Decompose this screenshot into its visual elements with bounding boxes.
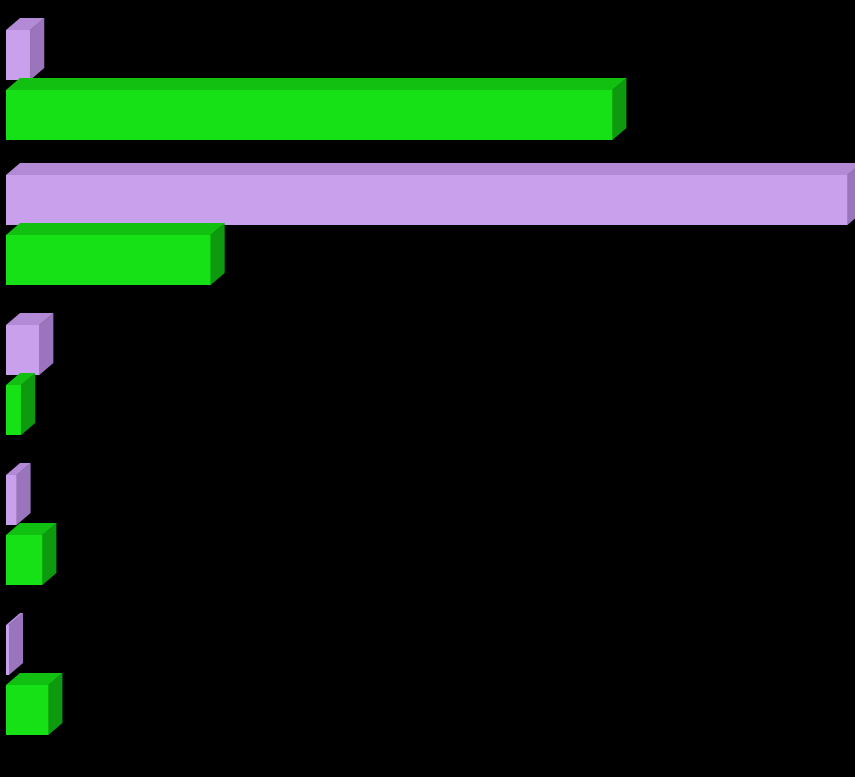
bar-group-1-series-1 [6,223,225,285]
horizontal-3d-bar-chart [0,0,855,777]
bar-group-3-series-1 [6,523,56,585]
bar-group-1-series-0 [6,163,855,225]
bar-group-4-series-1 [6,673,62,735]
bar-group-2-series-0 [6,313,53,375]
bar-group-4-series-0 [6,613,23,675]
bar-group-0-series-0 [6,18,44,80]
bar-group-0-series-1 [6,78,626,140]
bar-group-3-series-0 [6,463,31,525]
chart-svg [0,0,855,777]
bar-group-2-series-1 [6,373,35,435]
